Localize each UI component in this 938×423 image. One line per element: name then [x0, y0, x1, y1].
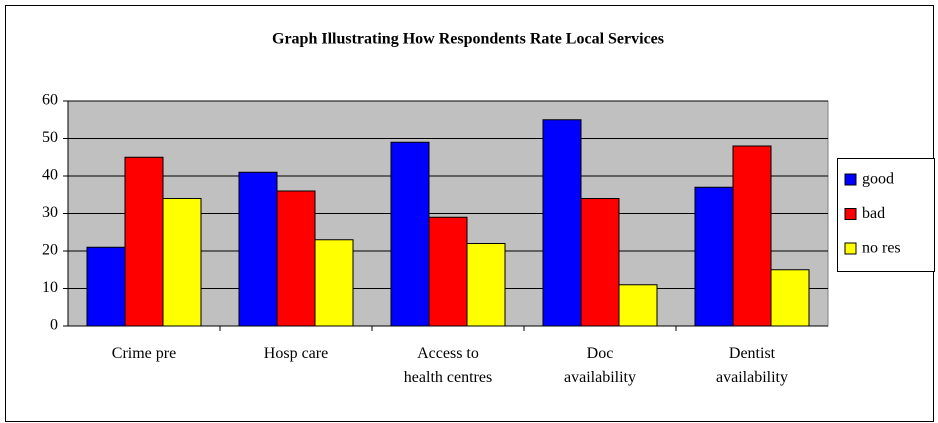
x-tick-label: Access to health centres: [403, 345, 493, 386]
y-tick-label: 30: [42, 204, 58, 221]
y-tick-label: 60: [42, 92, 58, 109]
bar: [580, 198, 620, 327]
bar: [618, 284, 658, 327]
bar: [314, 239, 354, 327]
x-tick-label: Doc availability: [564, 345, 636, 386]
bar: [466, 243, 506, 327]
bar: [542, 119, 582, 327]
bar: [124, 156, 164, 327]
x-tick-label: Hosp care: [263, 345, 329, 362]
bar: [732, 145, 772, 327]
bar: [390, 141, 430, 327]
y-tick-label: 50: [42, 129, 58, 146]
bar: [694, 186, 734, 327]
legend-swatch: [844, 208, 857, 220]
y-tick-label: 40: [42, 167, 58, 184]
legend-label: no res: [862, 240, 901, 257]
x-tick-label: Crime pre: [111, 345, 177, 362]
bar: [276, 190, 316, 327]
bar: [428, 216, 468, 327]
legend-label: bad: [862, 205, 885, 222]
bar: [238, 171, 278, 327]
legend-swatch: [844, 173, 857, 186]
chart-title: Graph Illustrating How Respondents Rate …: [272, 31, 664, 48]
legend-swatch: [844, 242, 857, 255]
bar: [162, 198, 202, 327]
y-tick-label: 20: [42, 242, 58, 259]
y-tick-label: 10: [42, 279, 58, 296]
y-tick-label: 0: [50, 317, 58, 334]
x-tick-label: Dentist availability: [716, 345, 788, 386]
legend-label: good: [862, 171, 894, 188]
bar: [86, 246, 126, 327]
bar: [770, 269, 810, 327]
